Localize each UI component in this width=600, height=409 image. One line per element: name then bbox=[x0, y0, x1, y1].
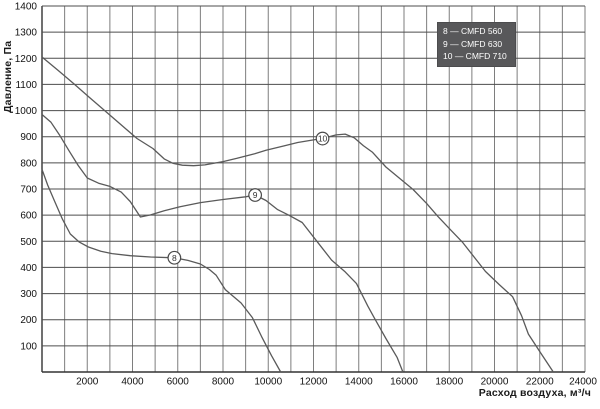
y-tick-label: 1400 bbox=[15, 2, 38, 13]
x-tick-label: 12000 bbox=[300, 377, 328, 388]
x-tick-label: 8000 bbox=[212, 377, 235, 388]
y-tick-label: 1000 bbox=[15, 106, 38, 117]
x-tick-label: 18000 bbox=[435, 377, 463, 388]
y-tick-label: 800 bbox=[20, 158, 37, 169]
curve-marker-number: 10 bbox=[318, 134, 328, 144]
x-tick-label: 16000 bbox=[390, 377, 418, 388]
y-tick-label: 600 bbox=[20, 211, 37, 222]
curve-marker-circle bbox=[248, 188, 263, 202]
curve-marker-number: 9 bbox=[253, 190, 258, 200]
y-tick-label: 300 bbox=[20, 289, 37, 300]
y-tick-label: 1100 bbox=[15, 80, 37, 91]
curve-marker-circle bbox=[167, 250, 182, 265]
curve-cmfd-560 bbox=[41, 169, 282, 373]
x-tick-label: 24000 bbox=[569, 377, 597, 388]
x-tick-label: 6000 bbox=[167, 377, 190, 388]
x-axis-title: Расход воздуха, м³/ч bbox=[478, 387, 591, 399]
x-tick-label: 2000 bbox=[76, 377, 99, 388]
y-tick-label: 200 bbox=[20, 315, 37, 326]
x-tick-label: 22000 bbox=[526, 377, 554, 388]
y-tick-label: 1200 bbox=[15, 54, 38, 65]
y-tick-label: 400 bbox=[20, 263, 37, 274]
legend-item-cmfd-710: 10 — CMFD 710 bbox=[443, 51, 507, 61]
curve-cmfd-630 bbox=[41, 114, 404, 373]
legend-item-cmfd-630: 9 — CMFD 630 bbox=[443, 38, 503, 49]
x-tick-label: 10000 bbox=[254, 377, 282, 388]
x-tick-label: 4000 bbox=[121, 377, 144, 388]
y-tick-label: 900 bbox=[20, 132, 37, 143]
legend: 8 — CMFD 560 9 — CMFD 630 10 — CMFD 710 bbox=[437, 22, 516, 67]
legend-item-cmfd-560: 8 — CMFD 560 bbox=[443, 26, 503, 36]
y-tick-label: 1300 bbox=[15, 28, 38, 39]
y-axis-title: Давление, Па bbox=[2, 40, 14, 113]
curve-marker-number: 8 bbox=[172, 253, 177, 263]
x-tick-label: 14000 bbox=[345, 377, 373, 388]
curve-cmfd-710 bbox=[41, 56, 554, 373]
x-tick-label: 20000 bbox=[481, 377, 509, 388]
y-tick-label: 500 bbox=[20, 237, 37, 248]
y-tick-label: 700 bbox=[20, 185, 37, 196]
y-tick-label: 100 bbox=[20, 341, 37, 352]
curve-marker-circle bbox=[315, 131, 330, 146]
